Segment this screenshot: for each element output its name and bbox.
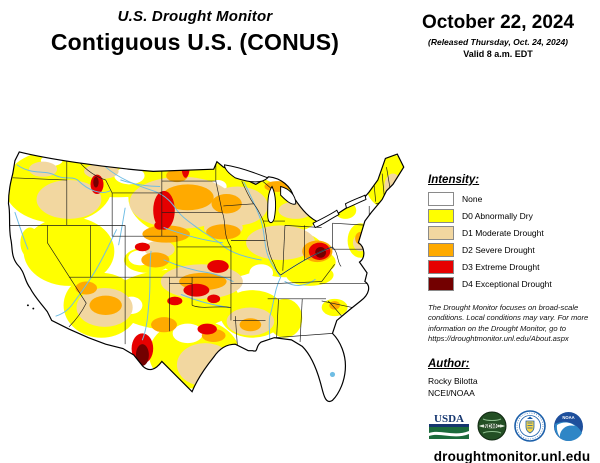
drought-blob-level-3 xyxy=(141,252,170,268)
drought-blob-level-1 xyxy=(347,223,374,258)
drought-blob-level-4 xyxy=(207,259,229,273)
lake-huron xyxy=(280,185,297,205)
released-date: (Released Thursday, Oct. 24, 2024) xyxy=(428,37,568,47)
drought-blob-level-4 xyxy=(167,296,183,306)
lake-michigan xyxy=(267,185,277,224)
svg-text:NDMC: NDMC xyxy=(484,424,501,430)
drought-blob-level-0 xyxy=(249,264,274,282)
commerce-seal-logo xyxy=(514,410,546,442)
drought-intensity-blobs xyxy=(8,151,404,389)
header-left: U.S. Drought Monitor Contiguous U.S. (CO… xyxy=(8,8,382,56)
legend-label: None xyxy=(462,194,483,204)
drought-blob-level-3 xyxy=(89,295,122,316)
legend-swatch xyxy=(428,243,454,257)
page-subtitle: Contiguous U.S. (CONUS) xyxy=(50,29,340,55)
drought-blob-level-1 xyxy=(267,298,303,338)
drought-blob-level-2 xyxy=(246,225,316,260)
valid-time: Valid 8 a.m. EDT xyxy=(463,49,533,59)
legend-swatch xyxy=(428,260,454,274)
legend-item: D2 Severe Drought xyxy=(428,243,596,257)
drought-blob-level-3 xyxy=(151,317,177,333)
legend-label: D0 Abnormally Dry xyxy=(462,211,533,221)
legend-label: D2 Severe Drought xyxy=(462,245,535,255)
lake-superior xyxy=(223,164,269,183)
intensity-heading: Intensity: xyxy=(428,174,480,186)
legend-item: D0 Abnormally Dry xyxy=(428,209,596,223)
conus-drought-map xyxy=(2,138,434,424)
legend-item: D3 Extreme Drought xyxy=(428,260,596,274)
legend-swatch xyxy=(428,277,454,291)
drought-blob-level-4 xyxy=(154,221,166,230)
lake-ontario xyxy=(344,194,367,209)
channel-island-dot xyxy=(26,304,29,307)
legend-swatch xyxy=(428,226,454,240)
legend-swatch xyxy=(428,209,454,223)
author-org: NCEI/NOAA xyxy=(428,388,475,398)
drought-blob-level-3 xyxy=(142,225,190,243)
drought-blob-level-4 xyxy=(197,323,217,335)
drought-blob-level-4 xyxy=(207,294,221,304)
drought-blob-level-0 xyxy=(172,323,203,344)
drought-blob-level-2 xyxy=(176,343,234,387)
drought-blob-level-3 xyxy=(211,194,242,214)
drought-blob-level-5 xyxy=(135,344,149,366)
drought-blob-level-5 xyxy=(182,154,189,168)
svg-text:NOAA: NOAA xyxy=(562,415,574,420)
drought-blob-level-1 xyxy=(20,227,40,258)
drought-blob-level-3 xyxy=(75,281,98,295)
page-title: U.S. Drought Monitor xyxy=(117,8,273,25)
noaa-logo: NOAA xyxy=(554,411,583,441)
drought-blob-level-2 xyxy=(36,180,102,219)
lake-okeechobee xyxy=(329,371,336,378)
legend-label: D1 Moderate Drought xyxy=(462,228,544,238)
conus-map-svg xyxy=(7,151,405,402)
logo-row: USDA NDMC xyxy=(428,410,596,442)
legend: None D0 Abnormally Dry D1 Moderate Drought… xyxy=(428,192,596,291)
drought-blob-level-1 xyxy=(23,216,115,286)
author-name: Rocky Bilotta xyxy=(428,376,478,386)
legend-item: D1 Moderate Drought xyxy=(428,226,596,240)
legend-item: D4 Exceptional Drought xyxy=(428,277,596,291)
lake-erie xyxy=(312,209,340,229)
ndmc-logo: NDMC xyxy=(477,411,507,441)
drought-blob-level-3 xyxy=(239,318,262,332)
drought-blob-level-4 xyxy=(183,283,210,297)
drought-blob-level-3 xyxy=(206,224,241,240)
disclaimer-text: The Drought Monitor focuses on broad-sca… xyxy=(428,303,589,343)
svg-text:USDA: USDA xyxy=(434,413,464,425)
drought-blob-level-4 xyxy=(181,151,190,178)
legend-item: None xyxy=(428,192,596,206)
legend-label: D4 Exceptional Drought xyxy=(462,279,552,289)
legend-label: D3 Extreme Drought xyxy=(462,262,540,272)
channel-island-dot xyxy=(32,307,35,310)
great-lakes xyxy=(223,164,367,229)
map-date: October 22, 2024 xyxy=(421,12,575,33)
drought-blob-level-5 xyxy=(93,176,99,188)
header-right: October 22, 2024 (Released Thursday, Oct… xyxy=(402,12,594,59)
drought-blob-level-3 xyxy=(161,184,214,211)
side-panel: Intensity: None D0 Abnormally Dry D1 Moder… xyxy=(428,174,596,463)
us-outline-stroke xyxy=(7,151,405,402)
legend-swatch xyxy=(428,192,454,206)
drought-blob-level-2 xyxy=(384,173,402,200)
author-heading: Author: xyxy=(428,358,470,370)
usda-logo: USDA xyxy=(429,413,469,439)
drought-blob-level-4 xyxy=(134,242,150,252)
footer-url: droughtmonitor.unl.edu xyxy=(433,449,591,463)
